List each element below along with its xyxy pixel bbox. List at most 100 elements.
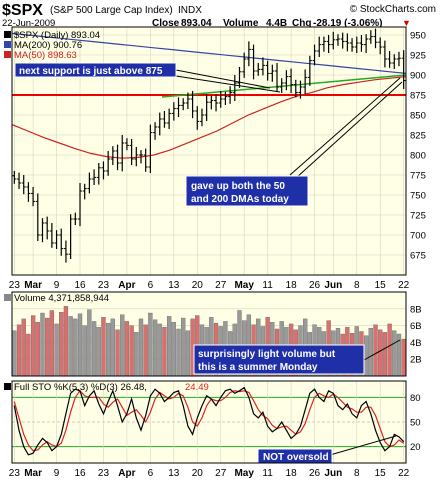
price-bar bbox=[275, 63, 280, 92]
volume-bar bbox=[115, 329, 120, 376]
price-bar bbox=[378, 37, 383, 55]
price-bar bbox=[340, 32, 345, 49]
price-bar bbox=[373, 28, 378, 49]
sto-annotation-text: NOT oversold bbox=[263, 452, 329, 463]
volume-bar bbox=[373, 324, 378, 376]
volume-bar bbox=[162, 327, 167, 376]
price-bar bbox=[129, 139, 134, 165]
price-panel-border bbox=[11, 26, 407, 276]
dma-annotation: gave up both the 50 and 200 DMAs today bbox=[185, 175, 309, 207]
volume-bar bbox=[363, 335, 369, 376]
price-bar bbox=[35, 193, 40, 241]
support-annotation-text: next support is just above 875 bbox=[19, 66, 163, 77]
price-bar bbox=[228, 86, 233, 104]
price-bar bbox=[134, 147, 139, 167]
watermark: © StockCharts.com bbox=[350, 4, 436, 15]
price-bar bbox=[73, 212, 78, 225]
x-tick-label: 9 bbox=[54, 468, 60, 479]
price-bar bbox=[270, 64, 275, 82]
ma50-line bbox=[12, 76, 406, 159]
price-bar bbox=[218, 91, 223, 108]
price-bar bbox=[54, 230, 59, 249]
price-bar bbox=[392, 54, 397, 69]
price-bar bbox=[307, 55, 312, 86]
price-bar bbox=[63, 240, 68, 263]
price-bar bbox=[40, 218, 45, 243]
price-bar bbox=[21, 175, 26, 195]
volume-bar bbox=[237, 310, 242, 376]
x-tick-label: Apr bbox=[118, 280, 135, 291]
stochastic-k-line bbox=[13, 386, 405, 456]
stochastic-k-legend-label: Full STO %K(5,3) %D(3) 26.48, bbox=[14, 382, 147, 393]
x-tick-label: Jun bbox=[324, 280, 342, 291]
change-label: Chg bbox=[292, 18, 311, 29]
down-arrow-icon: ▼ bbox=[402, 18, 411, 28]
price-tick-label: 725 bbox=[410, 211, 426, 222]
x-tick-label: 6 bbox=[148, 468, 154, 479]
volume-bar bbox=[392, 330, 397, 376]
x-tick-label: 22 bbox=[398, 468, 410, 479]
volume-bar bbox=[157, 323, 162, 376]
volume-bar bbox=[77, 313, 83, 376]
dma-leader-line-2 bbox=[295, 81, 403, 179]
volume-bar bbox=[68, 316, 73, 376]
x-tick-label: 23 bbox=[9, 280, 21, 291]
volume-bar bbox=[166, 316, 172, 376]
x-axis-price: 23 Mar 9 16 23 Apr 6 13 20 27 May 11 18 26 Jun 8 15 22 bbox=[9, 280, 410, 291]
ma50-legend-label: MA(50) 898.63 bbox=[14, 50, 77, 61]
volume-bar bbox=[110, 318, 115, 376]
volume-annotation: surprisingly light volume but this is a … bbox=[193, 344, 365, 375]
price-bar bbox=[251, 44, 256, 80]
price-bar bbox=[289, 68, 294, 93]
price-tick-label: 775 bbox=[410, 171, 426, 182]
price-series bbox=[12, 28, 406, 263]
price-bar bbox=[350, 38, 355, 52]
volume-bar bbox=[120, 314, 125, 376]
volume-tick-label: 2B bbox=[410, 355, 422, 366]
price-bar bbox=[298, 80, 303, 99]
ma200-line bbox=[12, 32, 406, 74]
price-bar bbox=[401, 50, 406, 89]
price-bar bbox=[312, 44, 317, 66]
price-bar bbox=[92, 169, 97, 185]
sto-annotation: NOT oversold bbox=[257, 448, 333, 464]
x-tick-label: 27 bbox=[215, 468, 227, 479]
price-bar bbox=[148, 124, 153, 173]
x-tick-label: 6 bbox=[148, 280, 154, 291]
volume-bar bbox=[30, 315, 36, 376]
volume-tick-label: 6B bbox=[410, 321, 422, 332]
price-bar bbox=[382, 40, 387, 68]
volume-axis: 2B 4B 6B 8B bbox=[410, 304, 422, 365]
volume-bar bbox=[176, 328, 181, 376]
volume-bar bbox=[171, 322, 176, 376]
volume-label: Volume bbox=[223, 18, 259, 29]
volume-bar bbox=[49, 310, 55, 376]
price-bar bbox=[359, 35, 364, 52]
price-bar bbox=[101, 161, 106, 180]
ma200-legend-swatch bbox=[4, 41, 11, 48]
price-tick-label: 850 bbox=[410, 111, 426, 122]
price-bar bbox=[368, 30, 373, 44]
volume-bar bbox=[138, 318, 144, 376]
volume-tick-label: 4B bbox=[410, 338, 422, 349]
volume-bar bbox=[152, 319, 158, 376]
price-bar bbox=[87, 172, 92, 194]
price-bar bbox=[232, 75, 237, 101]
volume-bar bbox=[63, 306, 69, 376]
dma-annotation-line2: and 200 DMAs today bbox=[191, 194, 289, 205]
price-tick-label: 800 bbox=[410, 151, 426, 162]
price-bar bbox=[326, 35, 331, 53]
price-bar bbox=[96, 163, 101, 185]
price-bar bbox=[256, 63, 261, 76]
price-bar bbox=[167, 108, 172, 129]
price-bar bbox=[82, 183, 87, 200]
price-bar bbox=[317, 36, 322, 57]
price-bar bbox=[321, 36, 326, 52]
price-bar bbox=[345, 33, 350, 52]
volume-bar bbox=[134, 332, 139, 376]
price-bar bbox=[237, 67, 242, 88]
ma200-legend-label: MA(200) 900.76 bbox=[14, 40, 82, 51]
price-bar bbox=[246, 41, 251, 67]
volume-bar bbox=[73, 318, 78, 376]
volume-bar bbox=[129, 325, 134, 376]
